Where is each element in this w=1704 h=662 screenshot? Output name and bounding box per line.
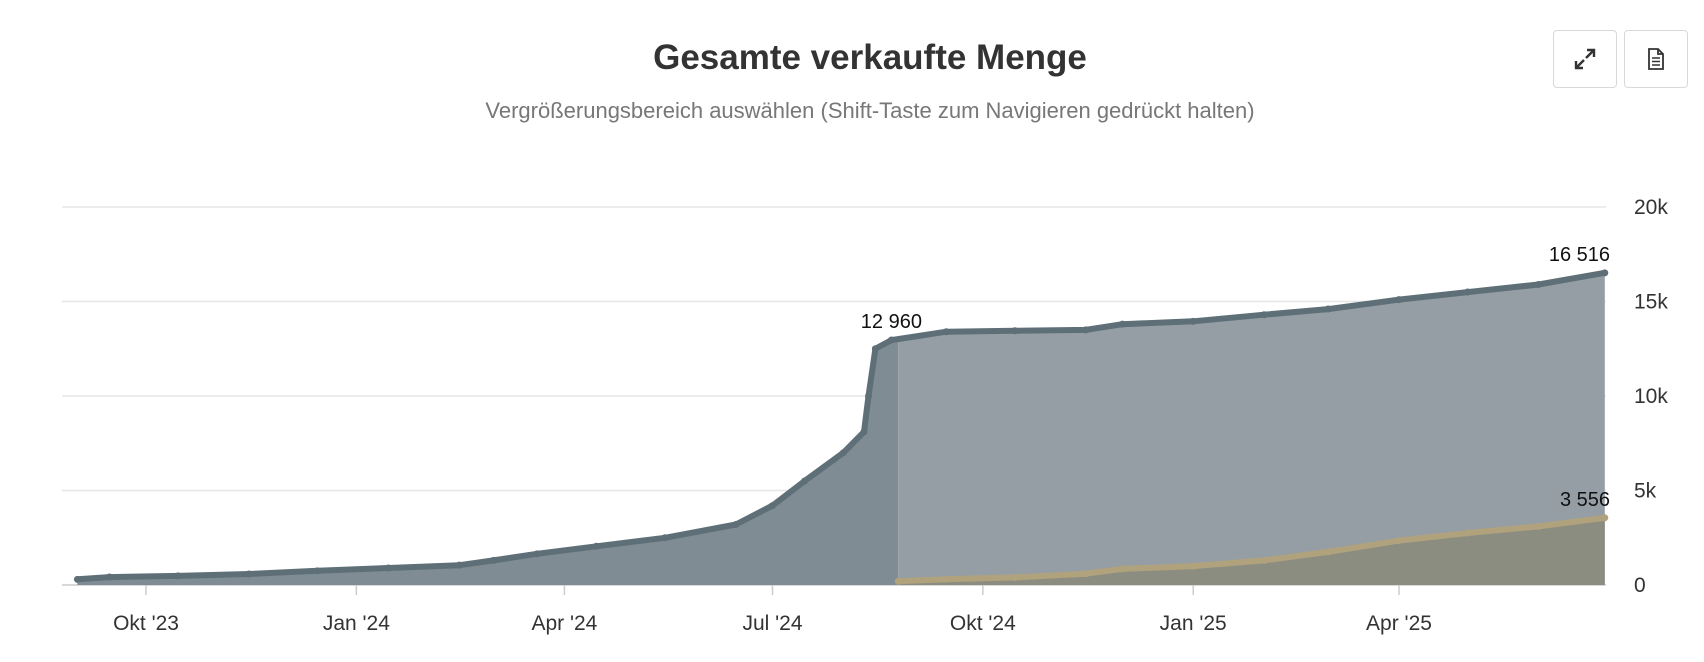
data-label: 12 960	[861, 311, 922, 333]
data-point	[1118, 565, 1126, 573]
data-point	[533, 550, 541, 558]
data-point	[592, 542, 600, 550]
data-point	[860, 428, 868, 436]
data-point	[73, 575, 81, 583]
x-tick-label: Jan '24	[323, 612, 390, 635]
series-areas	[77, 272, 1605, 585]
data-point	[942, 575, 950, 583]
x-tick-label: Apr '25	[1366, 612, 1432, 635]
data-point	[105, 573, 113, 581]
data-point	[1395, 537, 1403, 545]
data-point	[1464, 529, 1472, 537]
series-area-fill	[898, 517, 1605, 585]
data-point	[1082, 326, 1090, 334]
data-point	[455, 561, 463, 569]
data-point	[1601, 514, 1609, 522]
x-tick-label: Okt '23	[113, 612, 179, 635]
data-label: 3 556	[1560, 489, 1610, 511]
data-point	[894, 577, 902, 585]
data-point	[1118, 320, 1126, 328]
data-point	[732, 521, 740, 529]
x-axis: Okt '23 Jan '24 Apr '24 Jul '24 Okt '24 Jan '…	[113, 585, 1432, 635]
data-point	[1189, 562, 1197, 570]
chart-title: Gesamte verkaufte Menge	[653, 38, 1087, 77]
data-point	[1260, 556, 1268, 564]
data-point	[1082, 570, 1090, 578]
data-point	[245, 570, 253, 578]
data-point	[1324, 305, 1332, 313]
data-point	[769, 502, 776, 510]
data-point	[1601, 269, 1609, 277]
series-area-fill	[77, 339, 899, 585]
data-point	[661, 534, 669, 542]
x-tick-label: Apr '24	[531, 612, 597, 635]
data-point	[1189, 317, 1197, 325]
data-point	[942, 328, 950, 336]
x-tick-label: Jan '25	[1160, 612, 1227, 635]
y-axis: 0 5k 10k 15k 20k	[1634, 196, 1668, 597]
series-line	[74, 269, 1608, 583]
y-tick-label: 0	[1634, 574, 1646, 597]
data-point	[174, 572, 182, 580]
data-point	[1534, 522, 1542, 530]
fullscreen-button[interactable]	[1553, 30, 1617, 88]
data-point	[1464, 288, 1472, 296]
document-icon	[1648, 48, 1664, 70]
data-point	[1260, 311, 1268, 319]
series-line	[895, 514, 1608, 585]
data-point	[384, 564, 392, 572]
x-tick-label: Jul '24	[742, 612, 802, 635]
data-point	[865, 392, 873, 400]
data-point	[490, 556, 498, 564]
series-lines	[73, 269, 1609, 585]
expand-arrows-icon	[1574, 48, 1596, 70]
export-menu-button[interactable]	[1624, 30, 1688, 88]
data-point	[1324, 548, 1332, 556]
data-point	[1534, 280, 1542, 288]
data-labels: 12 960 16 516 3 556	[861, 244, 1610, 511]
data-point	[1011, 327, 1019, 335]
data-point	[887, 336, 895, 344]
y-tick-label: 5k	[1634, 480, 1657, 503]
data-point	[313, 567, 321, 575]
data-point	[839, 449, 847, 457]
y-tick-label: 20k	[1634, 196, 1668, 219]
y-tick-label: 10k	[1634, 385, 1668, 408]
y-tick-label: 15k	[1634, 291, 1668, 314]
data-point	[1395, 296, 1403, 304]
chart-subtitle: Vergrößerungsbereich auswählen (Shift-Ta…	[485, 98, 1255, 123]
x-tick-label: Okt '24	[950, 612, 1016, 635]
data-point	[871, 345, 879, 353]
data-label: 16 516	[1549, 244, 1610, 266]
data-point	[801, 477, 809, 485]
series-area-fill-highlight	[898, 272, 1605, 585]
data-point	[1011, 573, 1019, 581]
